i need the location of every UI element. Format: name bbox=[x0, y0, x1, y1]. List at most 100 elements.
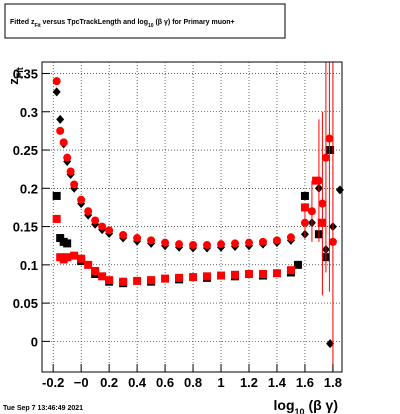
data-point bbox=[91, 266, 100, 275]
y-tick-label: 0.2 bbox=[20, 181, 38, 196]
data-point bbox=[217, 271, 226, 280]
x-tick-label: 1.4 bbox=[268, 375, 287, 390]
data-point bbox=[161, 238, 170, 247]
data-point bbox=[318, 199, 327, 208]
x-tick-label: 1.8 bbox=[324, 375, 342, 390]
x-tick-label: 0.6 bbox=[156, 375, 174, 390]
data-point bbox=[321, 153, 330, 162]
data-point bbox=[84, 207, 93, 216]
x-tick-label: 0.2 bbox=[100, 375, 118, 390]
data-point bbox=[314, 176, 323, 185]
data-point bbox=[52, 214, 61, 223]
data-point bbox=[63, 239, 72, 248]
text-part: z bbox=[6, 78, 21, 85]
data-point bbox=[293, 260, 302, 269]
data-point bbox=[147, 236, 156, 245]
chart-title: Fitted zFit versus TpcTrackLength and lo… bbox=[10, 19, 235, 29]
data-point bbox=[133, 276, 142, 285]
data-point bbox=[105, 276, 114, 285]
text-part: (β γ) for Primary muon+ bbox=[154, 19, 235, 26]
data-point bbox=[326, 339, 335, 349]
data-point bbox=[231, 239, 240, 248]
data-point bbox=[286, 233, 295, 242]
y-tick-label: 0.05 bbox=[13, 296, 38, 311]
y-tick-label: 0.3 bbox=[20, 105, 38, 120]
data-point bbox=[56, 114, 65, 124]
data-point bbox=[77, 195, 86, 204]
subscript: Fit bbox=[15, 67, 25, 78]
y-tick-label: 0.1 bbox=[20, 258, 38, 273]
data-point bbox=[217, 240, 226, 249]
data-point bbox=[52, 77, 61, 86]
subscript: 10 bbox=[148, 23, 154, 29]
data-point bbox=[175, 273, 184, 282]
data-point bbox=[52, 87, 61, 97]
x-tick-label: 0.8 bbox=[184, 375, 202, 390]
data-point bbox=[119, 230, 128, 239]
data-point bbox=[307, 207, 316, 216]
data-point bbox=[59, 138, 68, 147]
data-point bbox=[258, 270, 267, 279]
data-point bbox=[244, 238, 253, 247]
data-point bbox=[63, 253, 72, 262]
data-point bbox=[98, 222, 107, 231]
data-point bbox=[286, 266, 295, 275]
subscript: Fit bbox=[35, 23, 41, 29]
data-point bbox=[147, 276, 156, 285]
subscript: 10 bbox=[295, 407, 305, 414]
data-point bbox=[105, 226, 114, 235]
data-point bbox=[70, 180, 79, 189]
data-point bbox=[56, 126, 65, 135]
data-point bbox=[300, 218, 309, 227]
data-point bbox=[84, 260, 93, 269]
data-point bbox=[272, 236, 281, 245]
y-tick-label: 0.35 bbox=[13, 66, 38, 81]
data-point bbox=[189, 240, 198, 249]
data-point bbox=[66, 167, 75, 176]
y-axis-title: zFit bbox=[6, 67, 25, 85]
x-tick-label: −0 bbox=[74, 375, 89, 390]
x-tick-label: 0.4 bbox=[128, 375, 147, 390]
data-point bbox=[325, 134, 334, 143]
data-point bbox=[161, 274, 170, 283]
data-point bbox=[77, 254, 86, 263]
data-point bbox=[328, 237, 337, 246]
data-point bbox=[244, 270, 253, 279]
axes: -0.2 −0 0.2 0.4 0.6 0.8 1 1.2 1.4 1.6 1.8 0 0.05 0.1 0… bbox=[13, 66, 342, 390]
data-point bbox=[70, 251, 79, 260]
y-tick-label: 0.15 bbox=[13, 220, 38, 235]
text-part: (β γ) bbox=[305, 397, 338, 413]
x-tick-label: 1 bbox=[217, 375, 224, 390]
y-tick-label: 0 bbox=[31, 334, 38, 349]
x-tick-label: 1.6 bbox=[296, 375, 314, 390]
x-tick-label: -0.2 bbox=[42, 375, 64, 390]
data-point bbox=[258, 237, 267, 246]
y-tick-label: 0.25 bbox=[13, 143, 38, 158]
data-point bbox=[317, 218, 326, 227]
data-point bbox=[63, 153, 72, 162]
x-axis-title: log10 (β γ) bbox=[274, 397, 338, 414]
plot-frame bbox=[41, 61, 343, 373]
data-point bbox=[300, 191, 309, 200]
marks bbox=[52, 62, 344, 372]
text-part: versus TpcTrackLength and log bbox=[41, 19, 148, 26]
data-point bbox=[272, 269, 281, 278]
footer: Tue Sep 7 13:46:49 2021 bbox=[3, 405, 83, 412]
data-point bbox=[189, 273, 198, 282]
title-box bbox=[4, 3, 286, 39]
data-point bbox=[203, 272, 212, 281]
data-point bbox=[231, 270, 240, 279]
data-point bbox=[326, 146, 335, 155]
data-point bbox=[203, 240, 212, 249]
data-point bbox=[175, 240, 184, 249]
text-part: Fitted z bbox=[10, 19, 35, 26]
data-point bbox=[52, 191, 61, 200]
data-point bbox=[91, 216, 100, 225]
data-point bbox=[98, 272, 107, 281]
data-point bbox=[119, 277, 128, 286]
data-point bbox=[133, 234, 142, 243]
text-part: log bbox=[274, 397, 295, 413]
x-tick-label: 1.2 bbox=[240, 375, 258, 390]
